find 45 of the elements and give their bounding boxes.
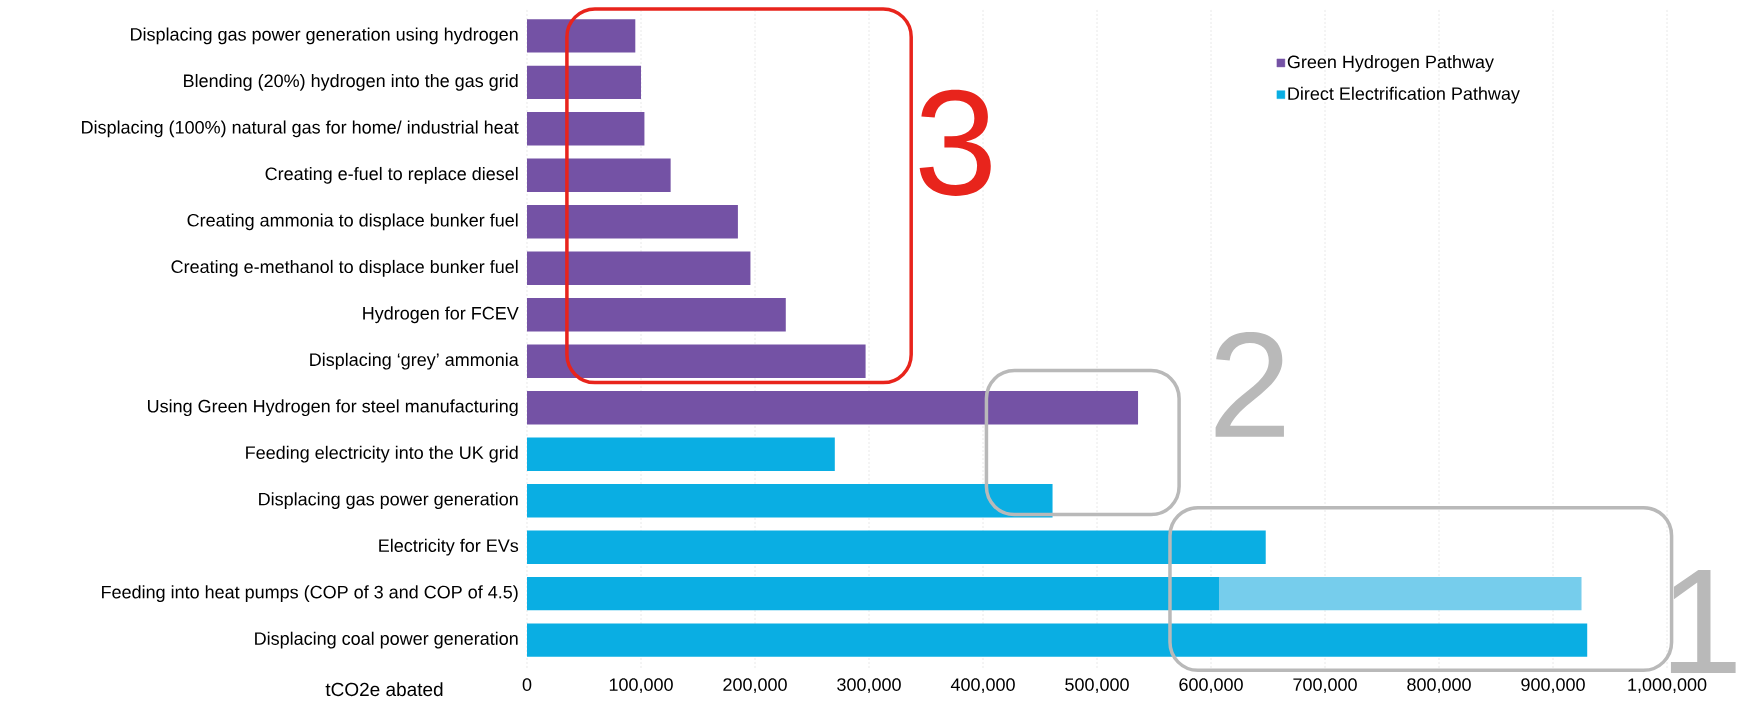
x-tick-label: 600,000 (1179, 678, 1243, 694)
x-tick-label: 0 (522, 678, 532, 691)
bar (527, 65, 641, 100)
bar (527, 205, 738, 239)
bar (527, 19, 636, 53)
x-tick-label: 400,000 (950, 678, 1015, 694)
legend-label: Green Hydrogen Pathway (1287, 55, 1494, 72)
x-tick-label: 500,000 (1065, 678, 1129, 694)
x-tick-label: 900,000 (1521, 678, 1585, 694)
legend-label: Direct Electrification Pathway (1288, 86, 1520, 104)
y-tick-label: Electricity for EVs (379, 538, 519, 556)
y-tick-label: Hydrogen for FCEV (363, 306, 519, 324)
bar (527, 158, 671, 193)
bar (527, 112, 645, 146)
bar (527, 437, 835, 471)
bar (527, 576, 1219, 611)
y-tick-label: Blending (20%) hydrogen into the gas grid (184, 73, 518, 91)
y-tick-label: Displacing gas power generation using hydrogen (131, 27, 518, 45)
y-tick-label: Displacing gas power generation (259, 492, 518, 510)
y-tick-label: Displacing ‘grey’ ammonia (310, 352, 519, 370)
x-tick-label: 200,000 (723, 678, 787, 694)
bar (527, 483, 1053, 518)
bar (527, 623, 1588, 657)
bar (527, 251, 751, 286)
x-tick-label: 700,000 (1293, 678, 1357, 694)
y-tick-label: Creating e-fuel to replace diesel (265, 166, 518, 184)
annotation: 2 (1215, 332, 1284, 437)
y-tick-label: Creating ammonia to displace bunker fuel (187, 213, 518, 231)
x-tick-label: 1,000,000 (1628, 678, 1707, 694)
y-tick-label: Feeding into heat pumps (COP of 3 and COP of 4.5) (102, 585, 518, 603)
annotation: 3 (919, 89, 991, 196)
x-tick-label: 300,000 (837, 678, 901, 694)
y-tick-label: Creating e-methanol to displace bunker fuel (171, 259, 518, 277)
bar (527, 298, 786, 332)
bar (527, 390, 1139, 425)
y-tick-label: Feeding electricity into the UK grid (246, 445, 518, 463)
bar (527, 530, 1266, 564)
x-tick-label: 800,000 (1407, 678, 1471, 694)
x-axis-title: tCO2e abated (325, 682, 443, 697)
bar (1218, 576, 1582, 611)
x-tick-label: 100,000 (609, 678, 673, 694)
y-tick-label: Using Green Hydrogen for steel manufacturing (148, 399, 518, 417)
y-tick-label: Displacing coal power generation (255, 631, 518, 649)
y-tick-label: Displacing (100%) natural gas for home/ industrial heat (82, 120, 519, 138)
bar (527, 344, 866, 378)
